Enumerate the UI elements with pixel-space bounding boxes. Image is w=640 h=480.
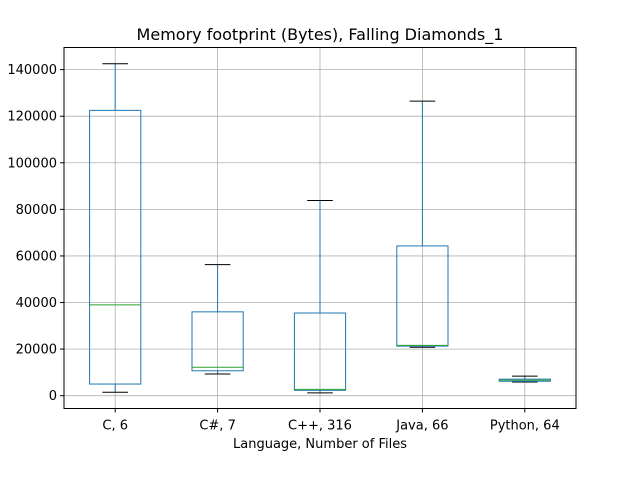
box-item bbox=[89, 63, 142, 393]
y-tick-label: 0 bbox=[49, 389, 57, 404]
box-iqr bbox=[293, 312, 347, 391]
y-tick-label: 80000 bbox=[16, 203, 57, 218]
chart-title: Memory footprint (Bytes), Falling Diamon… bbox=[137, 25, 504, 45]
x-tick-label: C#, 7 bbox=[199, 419, 236, 434]
box-item bbox=[293, 200, 347, 394]
x-axis-ticks: C, 6 C#, 7 C++, 316 Java, 66 Python, 64 bbox=[102, 408, 560, 434]
x-tick-label: C++, 316 bbox=[288, 419, 352, 434]
y-tick-label: 120000 bbox=[7, 110, 57, 125]
x-tick-label: Java, 66 bbox=[395, 419, 448, 434]
y-tick-label: 60000 bbox=[16, 249, 57, 264]
box-iqr bbox=[89, 109, 142, 385]
box-item bbox=[396, 100, 449, 348]
x-tick-label: C, 6 bbox=[102, 419, 128, 434]
box-item bbox=[498, 375, 551, 383]
box-item bbox=[191, 264, 244, 375]
y-tick-label: 100000 bbox=[7, 156, 57, 171]
box-iqr bbox=[191, 311, 244, 372]
box-iqr bbox=[396, 245, 449, 347]
boxes-group bbox=[89, 63, 551, 394]
y-tick-label: 140000 bbox=[7, 63, 57, 78]
x-tick-label: Python, 64 bbox=[490, 419, 560, 434]
y-tick-label: 40000 bbox=[16, 296, 57, 311]
y-axis-ticks: 0 20000 40000 60000 80000 100000 120000 140000 bbox=[7, 63, 64, 404]
y-tick-label: 20000 bbox=[16, 343, 57, 358]
x-axis-label: Language, Number of Files bbox=[233, 437, 407, 452]
